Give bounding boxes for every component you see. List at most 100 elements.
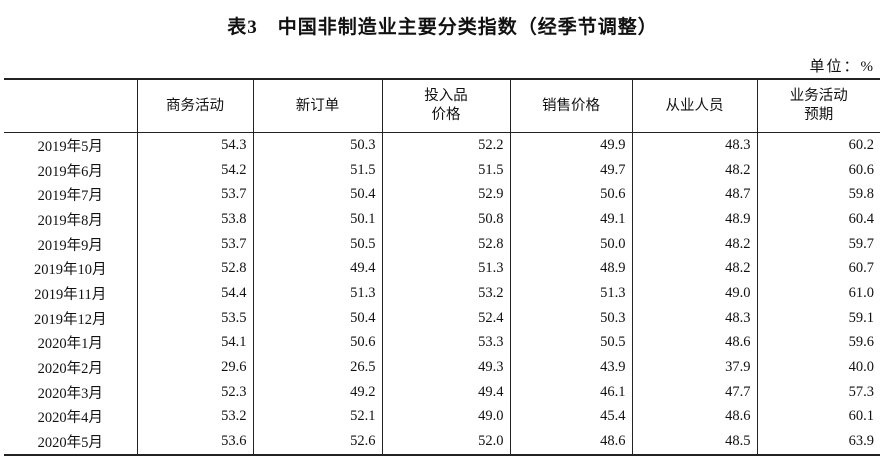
cell-value: 53.2 (136, 404, 253, 430)
cell-value: 48.9 (509, 256, 632, 282)
cell-value: 50.5 (509, 330, 632, 356)
row-label: 2019年6月 (37, 163, 103, 180)
cell-value: 40.0 (756, 355, 880, 380)
cell-value: 59.8 (756, 182, 880, 208)
cell-value: 51.3 (509, 281, 632, 306)
cell-value: 48.6 (509, 429, 632, 455)
cell-value: 59.6 (756, 330, 880, 356)
column-header: 从业人员 (631, 79, 757, 133)
cell-value: 52.8 (381, 231, 510, 257)
table-row: 2019年10月 52.8 49.4 51.3 48.9 48.2 60.7 (4, 256, 880, 282)
cell-value: 49.2 (252, 379, 382, 405)
cell-value: 50.4 (252, 305, 382, 331)
cell-value: 51.3 (252, 281, 382, 306)
header-line: 预期 (804, 107, 834, 123)
row-label: 2019年5月 (37, 138, 103, 155)
cell-value: 48.3 (631, 132, 757, 158)
column-header: 投入品 价格 (381, 79, 510, 133)
row-label: 2020年1月 (37, 336, 103, 353)
cell-value: 50.0 (509, 231, 632, 257)
table-row: 2019年12月 53.5 50.4 52.4 50.3 48.3 59.1 (4, 305, 880, 331)
row-label: 2019年8月 (37, 212, 103, 229)
cell-value: 48.7 (631, 182, 757, 208)
cell-value: 29.6 (136, 355, 253, 380)
table-row: 2019年8月 53.8 50.1 50.8 49.1 48.9 60.4 (4, 207, 880, 232)
cell-value: 60.4 (756, 207, 880, 232)
row-label: 2019年12月 (34, 311, 107, 328)
cell-value: 37.9 (631, 355, 757, 380)
cell-value: 52.4 (381, 305, 510, 331)
cell-value: 43.9 (509, 355, 632, 380)
cell-value: 53.7 (136, 231, 253, 257)
row-label: 2020年5月 (37, 435, 103, 452)
cell-value: 60.1 (756, 404, 880, 430)
cell-value: 60.7 (756, 256, 880, 282)
cell-value: 52.6 (252, 429, 382, 455)
cell-value: 48.2 (631, 157, 757, 183)
row-label: 2019年10月 (34, 262, 107, 279)
cell-value: 49.7 (509, 157, 632, 183)
column-header: 业务活动 预期 (756, 79, 880, 133)
row-label: 2019年9月 (37, 237, 103, 254)
row-label: 2020年3月 (37, 385, 103, 402)
table-row: 2019年11月 54.4 51.3 53.2 51.3 49.0 61.0 (4, 281, 880, 306)
cell-value: 49.0 (381, 404, 510, 430)
row-label: 2020年2月 (37, 361, 103, 378)
cell-value: 53.7 (136, 182, 253, 208)
table-row: 2020年3月 52.3 49.2 49.4 46.1 47.7 57.3 (4, 379, 880, 405)
cell-value: 50.6 (252, 330, 382, 356)
unit-label: 单位：% (809, 59, 875, 75)
cell-value: 50.3 (509, 305, 632, 331)
cell-value: 51.5 (252, 157, 382, 183)
header-line: 销售价格 (542, 97, 600, 114)
cell-value: 46.1 (509, 379, 632, 405)
table-row: 2019年5月 54.3 50.3 52.2 49.9 48.3 60.2 (4, 132, 880, 158)
cell-value: 52.1 (252, 404, 382, 430)
cell-value: 49.0 (631, 281, 757, 306)
cell-value: 50.3 (252, 132, 382, 158)
header-line: 新订单 (295, 97, 340, 114)
cell-value: 52.0 (381, 429, 510, 455)
cell-value: 48.2 (631, 231, 757, 257)
table-row: 2019年9月 53.7 50.5 52.8 50.0 48.2 59.7 (4, 231, 880, 257)
table-row: 2020年2月 29.6 26.5 49.3 43.9 37.9 40.0 (4, 355, 880, 380)
cell-value: 52.9 (381, 182, 510, 208)
cell-value: 48.3 (631, 305, 757, 331)
data-table: 商务活动 新订单 投入品 价格 销售价格 从业人员 业务活动 预期 2019年5月 54.3 50… (4, 78, 880, 456)
cell-value: 52.8 (136, 256, 253, 282)
cell-value: 48.6 (631, 330, 757, 356)
header-line: 价格 (431, 107, 461, 123)
header-line: 从业人员 (665, 97, 724, 114)
cell-value: 61.0 (756, 281, 880, 306)
header-line: 商务活动 (166, 97, 224, 114)
cell-value: 54.2 (136, 157, 253, 183)
cell-value: 57.3 (756, 379, 880, 405)
row-label: 2019年11月 (34, 286, 107, 303)
cell-value: 50.5 (252, 231, 382, 257)
cell-value: 48.6 (631, 404, 757, 430)
cell-value: 54.1 (136, 330, 253, 356)
table-body: 2019年5月 54.3 50.3 52.2 49.9 48.3 60.2 2019年6月 54… (4, 132, 880, 455)
cell-value: 63.9 (756, 429, 880, 455)
cell-value: 49.1 (509, 207, 632, 232)
cell-value: 52.2 (381, 132, 510, 158)
cell-value: 53.6 (136, 429, 253, 455)
column-header (4, 79, 137, 133)
row-label: 2019年7月 (37, 188, 103, 205)
cell-value: 53.3 (381, 330, 510, 356)
table-row: 2020年1月 54.1 50.6 53.3 50.5 48.6 59.6 (4, 330, 880, 356)
cell-value: 49.4 (252, 256, 382, 282)
column-header: 商务活动 (136, 79, 253, 133)
cell-value: 47.7 (631, 379, 757, 405)
cell-value: 53.5 (136, 305, 253, 331)
cell-value: 60.2 (756, 132, 880, 158)
table-row: 2020年4月 53.2 52.1 49.0 45.4 48.6 60.1 (4, 404, 880, 430)
cell-value: 54.4 (136, 281, 253, 306)
column-header: 新订单 (252, 79, 382, 133)
table-row: 2020年5月 53.6 52.6 52.0 48.6 48.5 63.9 (4, 429, 880, 455)
table-row: 2019年7月 53.7 50.4 52.9 50.6 48.7 59.8 (4, 182, 880, 208)
header-line: 投入品 (424, 88, 468, 104)
cell-value: 48.9 (631, 207, 757, 232)
cell-value: 54.3 (136, 132, 253, 158)
